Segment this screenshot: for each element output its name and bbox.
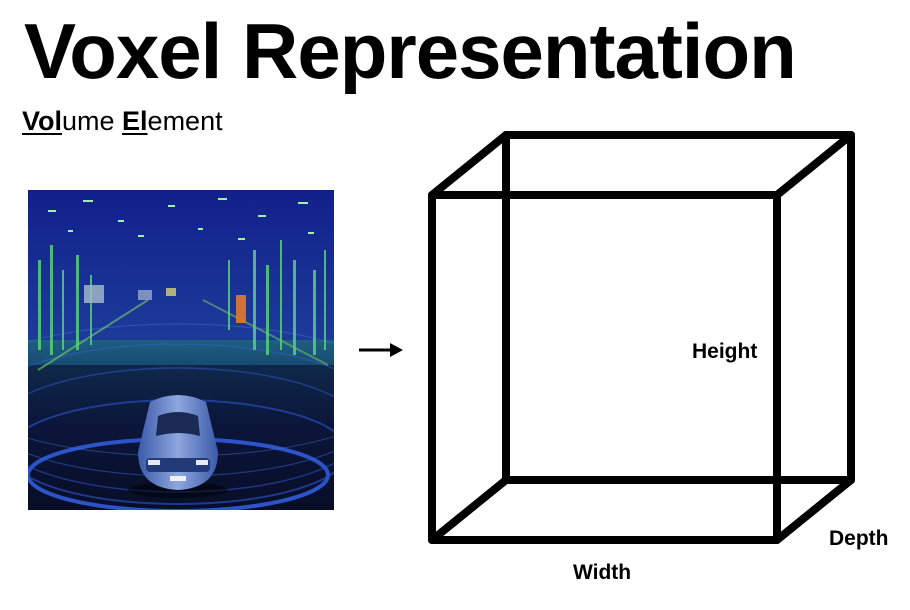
subtitle-ement: ement: [148, 106, 223, 136]
cube-back-face: [506, 135, 851, 480]
subtitle-ume: ume: [62, 106, 122, 136]
height-label: Height: [692, 341, 757, 362]
subtitle-el: El: [122, 106, 148, 136]
cube-edge-top-right: [777, 135, 851, 195]
cube-edge-bottom-left: [432, 480, 506, 540]
subtitle-vol: Vol: [22, 106, 62, 136]
width-label: Width: [573, 562, 631, 583]
voxel-cube-diagram: [420, 125, 860, 555]
lidar-point-cloud-image: [28, 190, 334, 510]
slide-title: Voxel Representation: [24, 12, 796, 90]
depth-label: Depth: [829, 528, 889, 549]
cube-edge-top-left: [432, 135, 506, 195]
cube-front-face: [432, 195, 777, 540]
right-arrow-icon: [358, 340, 404, 360]
subtitle: Volume Element: [22, 108, 223, 135]
